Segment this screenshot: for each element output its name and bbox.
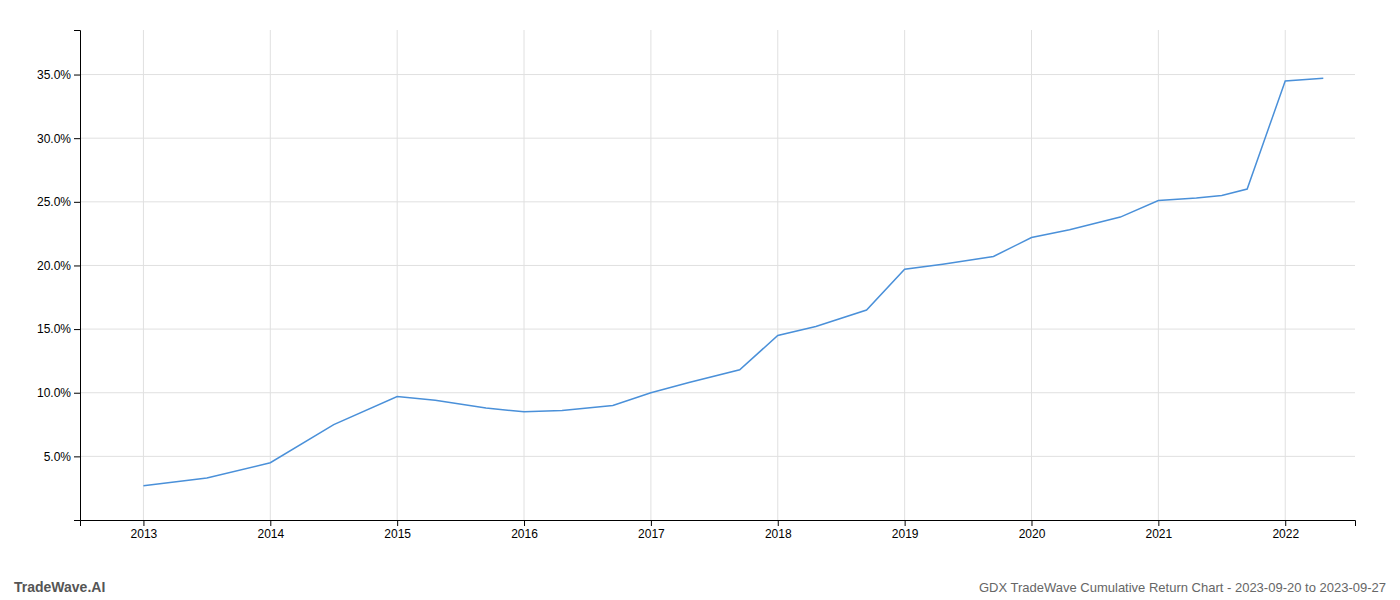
y-axis: 5.0% 10.0% 15.0% 20.0% 25.0% 30.0% 35.0% xyxy=(37,31,81,521)
grid-line-y xyxy=(80,265,1355,266)
x-tick-mark xyxy=(778,520,779,526)
grid xyxy=(80,30,1355,520)
x-tick-label: 2018 xyxy=(765,527,792,541)
y-tick-mark xyxy=(74,75,80,76)
grid-line-x xyxy=(1285,30,1286,520)
x-tick: 2013 xyxy=(131,520,158,541)
x-tick-mark xyxy=(1285,520,1286,526)
x-tick: 2016 xyxy=(511,520,538,541)
x-tick-mark xyxy=(143,520,144,526)
x-axis: 2013 2014 2015 2016 2017 2018 2019 2020 2021 2022 xyxy=(81,520,1356,541)
x-tick-mark xyxy=(397,520,398,526)
y-tick-mark xyxy=(74,456,80,457)
chart: 2013 2014 2015 2016 2017 2018 2019 2020 2021 2022… xyxy=(0,0,1400,600)
y-tick: 15.0% xyxy=(37,322,80,336)
x-tick-label: 2016 xyxy=(511,527,538,541)
x-tick-mark xyxy=(905,520,906,526)
x-tick-mark xyxy=(651,520,652,526)
grid-line-x xyxy=(777,30,778,520)
x-tick-mark xyxy=(524,520,525,526)
grid-line-x xyxy=(270,30,271,520)
x-tick-label: 2013 xyxy=(131,527,158,541)
grid-line-x xyxy=(143,30,144,520)
x-tick-label: 2020 xyxy=(1019,527,1046,541)
x-tick-label: 2014 xyxy=(257,527,284,541)
x-tick: 2017 xyxy=(638,520,665,541)
x-tick: 2015 xyxy=(384,520,411,541)
y-tick-mark xyxy=(74,138,80,139)
y-tick: 10.0% xyxy=(37,386,80,400)
y-tick-mark xyxy=(74,202,80,203)
y-tick-label: 5.0% xyxy=(44,450,72,464)
x-tick-label: 2015 xyxy=(384,527,411,541)
y-tick-mark xyxy=(74,393,80,394)
plot: 2013 2014 2015 2016 2017 2018 2019 2020 2021 2022… xyxy=(37,30,1356,541)
x-tick: 2021 xyxy=(1146,520,1173,541)
x-tick-label: 2017 xyxy=(638,527,665,541)
y-axis-line xyxy=(74,31,81,521)
x-tick-mark xyxy=(1158,520,1159,526)
x-tick-mark xyxy=(1031,520,1032,526)
y-tick: 25.0% xyxy=(37,195,80,209)
grid-line-y xyxy=(80,138,1355,139)
y-tick: 5.0% xyxy=(44,450,80,464)
grid-line-x xyxy=(524,30,525,520)
grid-line-x xyxy=(1158,30,1159,520)
y-tick-label: 25.0% xyxy=(37,195,71,209)
y-tick-label: 15.0% xyxy=(37,322,71,336)
y-tick-label: 30.0% xyxy=(37,132,71,146)
y-tick-label: 10.0% xyxy=(37,386,71,400)
y-tick-mark xyxy=(74,265,80,266)
grid-line-y xyxy=(80,74,1355,75)
x-tick: 2020 xyxy=(1019,520,1046,541)
x-tick-label: 2022 xyxy=(1272,527,1299,541)
grid-line-x xyxy=(1031,30,1032,520)
x-tick-label: 2021 xyxy=(1146,527,1173,541)
y-tick-label: 20.0% xyxy=(37,259,71,273)
x-tick-mark xyxy=(270,520,271,526)
x-tick: 2019 xyxy=(892,520,919,541)
x-axis-line xyxy=(81,521,1356,527)
x-tick: 2022 xyxy=(1272,520,1299,541)
grid-line-y xyxy=(80,456,1355,457)
line xyxy=(143,78,1323,485)
title: GDX TradeWave Cumulative Return Chart - … xyxy=(979,580,1386,595)
grid-line-y xyxy=(80,329,1355,330)
y-tick: 30.0% xyxy=(37,132,80,146)
grid-line-x xyxy=(904,30,905,520)
grid-line-x xyxy=(650,30,651,520)
x-tick-label: 2019 xyxy=(892,527,919,541)
x-tick: 2018 xyxy=(765,520,792,541)
grid-line-y xyxy=(80,201,1355,202)
y-tick-mark xyxy=(74,329,80,330)
y-tick-label: 35.0% xyxy=(37,68,71,82)
x-tick: 2014 xyxy=(257,520,284,541)
marks xyxy=(143,78,1323,485)
y-tick: 20.0% xyxy=(37,259,80,273)
y-tick: 35.0% xyxy=(37,68,80,82)
grid-line-y xyxy=(80,392,1355,393)
grid-line-x xyxy=(397,30,398,520)
watermark: TradeWave.AI xyxy=(14,579,105,595)
